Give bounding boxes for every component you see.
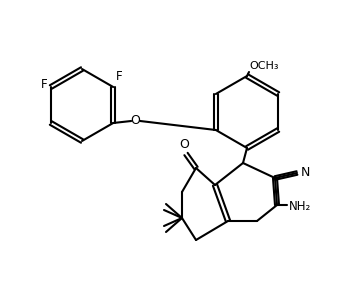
Text: N: N bbox=[301, 166, 310, 179]
Text: O: O bbox=[130, 115, 140, 128]
Text: OCH₃: OCH₃ bbox=[249, 61, 278, 71]
Text: NH₂: NH₂ bbox=[289, 200, 311, 213]
Text: F: F bbox=[41, 79, 48, 92]
Text: O: O bbox=[179, 138, 189, 151]
Text: F: F bbox=[116, 70, 123, 83]
